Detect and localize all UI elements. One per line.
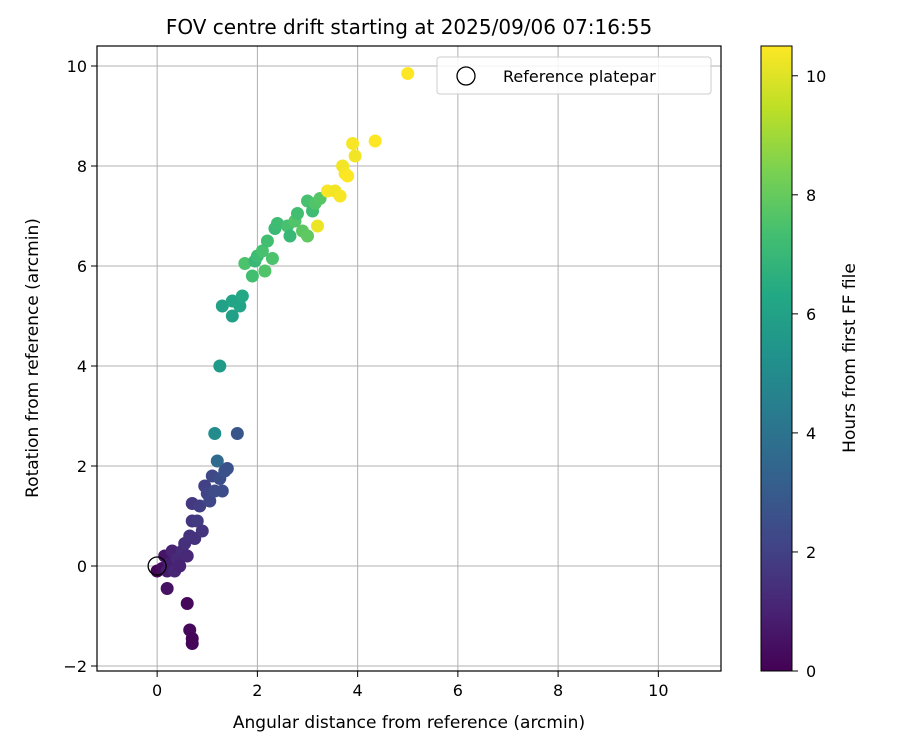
y-tick-label: −2 [63, 657, 87, 676]
x-axis-label: Angular distance from reference (arcmin) [233, 713, 585, 733]
data-point [283, 229, 297, 243]
data-point [348, 149, 362, 163]
data-point [215, 299, 229, 313]
data-point [230, 427, 244, 440]
data-point [180, 549, 194, 563]
data-point [255, 244, 269, 258]
reference-point [147, 556, 167, 576]
x-tick-label: 4 [353, 681, 363, 700]
data-point [173, 559, 187, 573]
data-point [180, 597, 194, 610]
x-axis-ticks: 0 2 4 6 8 10 [152, 671, 669, 700]
data-point [401, 67, 415, 80]
data-point [346, 137, 360, 150]
y-axis-label: Rotation from reference (arcmin) [23, 218, 43, 498]
data-point [225, 309, 239, 323]
legend: Reference platepar [436, 56, 712, 95]
data-point [193, 499, 207, 513]
data-point [260, 234, 274, 248]
data-point [215, 484, 229, 498]
legend-label: Reference platepar [503, 67, 656, 86]
data-point [210, 454, 224, 468]
data-point [203, 494, 217, 508]
data-point [220, 462, 234, 475]
data-point [301, 229, 315, 243]
y-tick-label: 0 [77, 557, 87, 576]
y-tick-label: 2 [77, 457, 87, 476]
data-point [213, 359, 227, 373]
data-point [270, 217, 284, 230]
data-point [265, 252, 279, 265]
plot-frame [96, 45, 722, 672]
data-point [368, 134, 382, 148]
data-point [195, 524, 209, 538]
data-point [233, 299, 247, 313]
y-tick-label: 6 [77, 257, 87, 276]
y-tick-label: 4 [77, 357, 87, 376]
grid-lines [97, 46, 721, 671]
colorbar-tick-label: 0 [806, 662, 816, 681]
colorbar-tick-label: 4 [806, 424, 816, 443]
legend-marker [456, 66, 476, 86]
data-point [160, 582, 174, 595]
colorbar-tick-label: 2 [806, 543, 816, 562]
legend-box [436, 56, 712, 95]
x-tick-label: 2 [252, 681, 262, 700]
data-point [311, 219, 325, 233]
colorbar-tick-label: 8 [806, 186, 816, 205]
data-point [190, 514, 204, 528]
x-tick-label: 6 [453, 681, 463, 700]
data-point [290, 207, 304, 220]
x-tick-label: 10 [648, 681, 668, 700]
data-point [235, 289, 249, 303]
colorbar-label: Hours from first FF file [840, 263, 860, 453]
data-points [147, 67, 415, 650]
chart-title: FOV centre drift starting at 2025/09/06 … [166, 15, 652, 39]
y-tick-label: 10 [67, 57, 87, 76]
data-point [333, 189, 347, 203]
data-point [245, 269, 259, 283]
x-tick-label: 8 [553, 681, 563, 700]
colorbar-tick-label: 10 [806, 67, 826, 86]
y-axis-ticks: −2 0 2 4 6 8 10 [63, 57, 97, 676]
y-tick-label: 8 [77, 157, 87, 176]
data-point [258, 264, 272, 278]
data-point [185, 637, 199, 650]
data-point [341, 169, 355, 183]
data-point [238, 257, 252, 270]
colorbar [760, 45, 793, 672]
x-tick-label: 0 [152, 681, 162, 700]
colorbar-ticks: 0 2 4 6 8 10 [792, 67, 826, 681]
data-point [208, 427, 222, 440]
colorbar-tick-label: 6 [806, 305, 816, 324]
